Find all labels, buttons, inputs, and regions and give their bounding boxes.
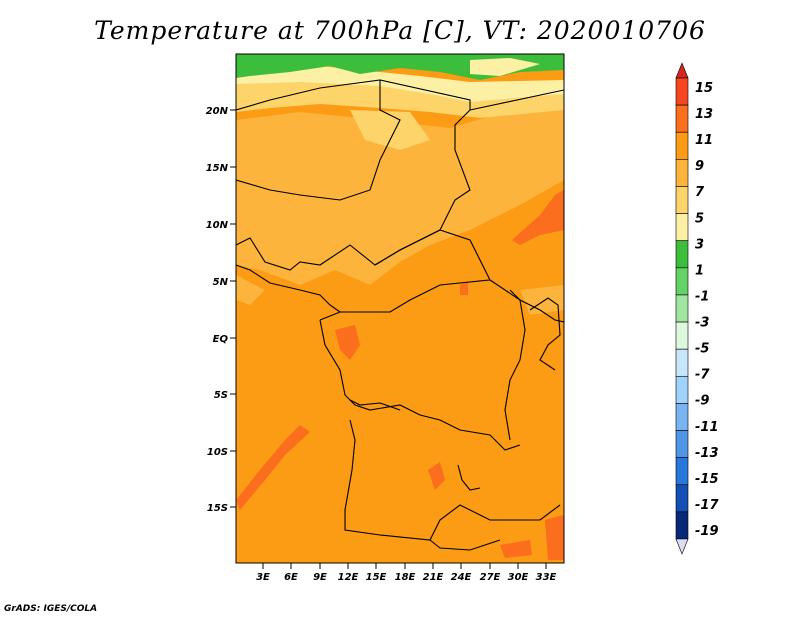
- temperature-field: [236, 54, 564, 563]
- lat-tick-label: 5S: [214, 390, 228, 401]
- lon-tick-label: 18E: [395, 572, 416, 583]
- lon-tick-label: 9E: [313, 572, 327, 583]
- colorbar-swatch: [675, 240, 689, 269]
- colorbar-label: 3: [695, 237, 704, 252]
- colorbar-swatch: [675, 403, 689, 431]
- colorbar-label: -15: [695, 472, 719, 487]
- lat-tick-label: EQ: [213, 334, 229, 345]
- colorbar-bottom-arrow: [675, 538, 689, 555]
- field-11-13: [500, 540, 532, 558]
- field-5-7-patch: [350, 110, 430, 150]
- colorbar-label: -19: [695, 524, 719, 539]
- colorbar-label: 13: [695, 107, 713, 122]
- lat-tick-label: 5N: [213, 277, 229, 288]
- colorbar-label: -9: [695, 394, 709, 409]
- colorbar-swatch: [675, 104, 689, 133]
- colorbar-top-arrow: [675, 62, 689, 79]
- chart-title: Temperature at 700hPa [C], VT: 202001070…: [94, 16, 706, 45]
- colorbar-label: 1: [695, 263, 704, 278]
- field-7-9-patch: [520, 285, 564, 315]
- country-borders: [236, 79, 564, 551]
- map-frame: [235, 53, 565, 564]
- lon-tick-label: 24E: [451, 572, 472, 583]
- colorbar-swatch: [675, 430, 689, 458]
- longitude-labels: 3E 6E 9E 12E 15E 18E 21E 24E 27E 30E 33E: [256, 572, 556, 583]
- colorbar-label: -3: [695, 316, 709, 331]
- lon-tick-label: 15E: [366, 572, 387, 583]
- lat-tick-label: 15N: [206, 163, 229, 174]
- lon-tick-label: 27E: [480, 572, 501, 583]
- colorbar-label: 15: [695, 81, 713, 96]
- lat-tick-label: 10N: [206, 220, 229, 231]
- credit-text: GrADS: IGES/COLA: [4, 604, 98, 614]
- field-11-13: [545, 515, 564, 560]
- colorbar-swatch: [675, 267, 689, 296]
- axis-ticks: [230, 109, 547, 569]
- colorbar-swatch: [675, 321, 689, 350]
- lat-tick-label: 10S: [207, 447, 228, 458]
- lon-tick-label: 33E: [536, 572, 557, 583]
- colorbar-label: 9: [695, 159, 704, 174]
- colorbar-label: -5: [695, 342, 709, 357]
- colorbar-label: 7: [695, 185, 705, 200]
- lon-tick-label: 12E: [338, 572, 359, 583]
- colorbar-label: -11: [695, 420, 719, 435]
- field-3-5-patch: [470, 58, 540, 76]
- lat-tick-label: 15S: [207, 503, 228, 514]
- lat-tick-label: 20N: [206, 106, 229, 117]
- field-11-13: [335, 325, 360, 360]
- colorbar-label: -17: [695, 498, 719, 513]
- lon-tick-label: 30E: [508, 572, 529, 583]
- colorbar-label: 11: [695, 133, 713, 148]
- colorbar-swatch: [675, 213, 689, 242]
- lon-tick-label: 3E: [256, 572, 270, 583]
- colorbar-swatch: [675, 77, 689, 106]
- lon-tick-label: 21E: [423, 572, 444, 583]
- field-11-13: [428, 462, 445, 490]
- colorbar-label: 5: [695, 211, 704, 226]
- colorbar-label: -1: [695, 289, 709, 304]
- field-7-9-patch: [236, 275, 265, 305]
- colorbar: 15 13 11 9 7 5 3 1 -1 -3 -5 -7 -9 -11 -13 -15 -17 -19: [675, 62, 719, 555]
- colorbar-swatch: [675, 159, 689, 187]
- colorbar-swatch: [675, 186, 689, 214]
- colorbar-swatch: [675, 131, 689, 160]
- colorbar-swatch: [675, 484, 689, 513]
- colorbar-swatch: [675, 375, 689, 404]
- lon-tick-label: 6E: [284, 572, 298, 583]
- colorbar-label: -13: [695, 446, 719, 461]
- field-11-13: [460, 282, 468, 295]
- colorbar-label: -7: [695, 368, 710, 383]
- field-11-13: [512, 190, 564, 245]
- field-7-9: [236, 95, 564, 285]
- colorbar-swatch: [675, 294, 689, 323]
- colorbar-swatch: [675, 457, 689, 486]
- colorbar-swatch: [675, 511, 689, 540]
- field-3-5: [236, 64, 564, 102]
- field-11-13: [236, 425, 310, 510]
- latitude-labels: 20N 15N 10N 5N EQ 5S 10S 15S: [206, 106, 229, 514]
- colorbar-swatch: [675, 348, 689, 377]
